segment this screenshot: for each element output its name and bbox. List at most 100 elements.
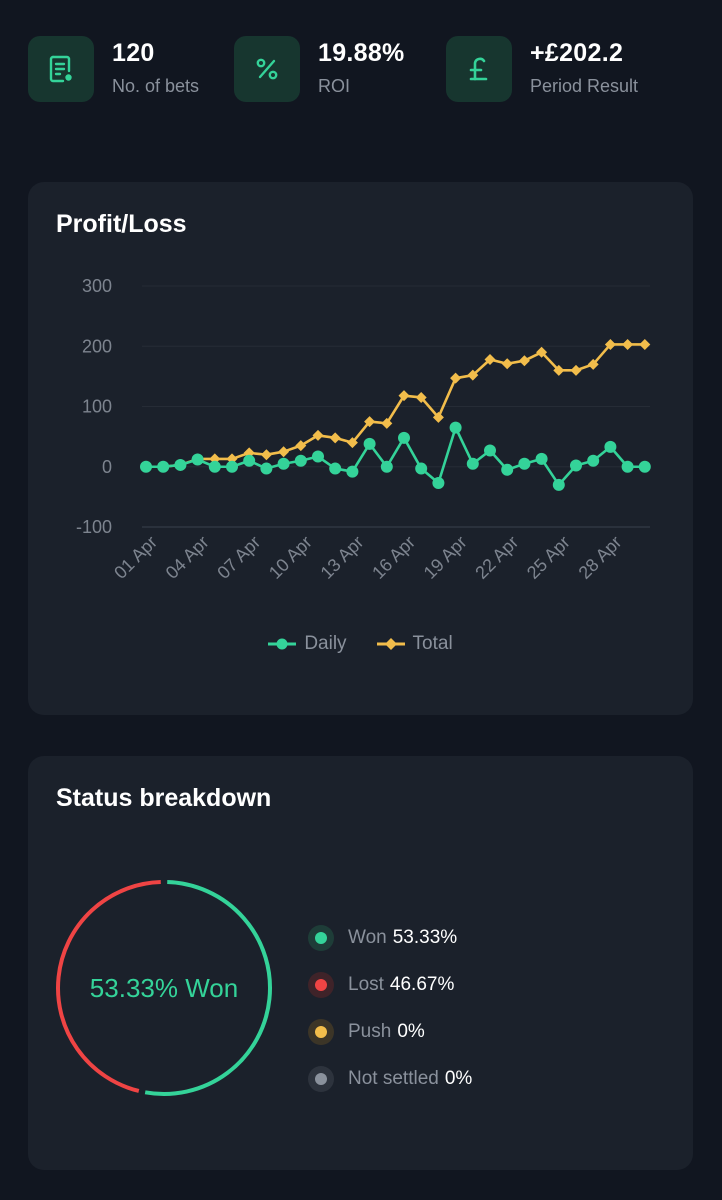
y-tick-label: 100 <box>82 397 112 417</box>
legend-total-label: Total <box>412 633 453 654</box>
series-line-daily <box>146 426 645 487</box>
daily-point <box>329 462 342 475</box>
series-line-total <box>146 343 645 469</box>
stat-bets-label: No. of bets <box>112 76 200 96</box>
stat-roi-label: ROI <box>318 76 351 96</box>
legend-daily[interactable]: Daily <box>268 629 347 659</box>
daily-point <box>243 454 256 467</box>
percent-icon <box>234 36 300 102</box>
x-tick-label: 13 Apr <box>317 532 368 583</box>
stat-roi-value: 19.88% <box>318 39 405 67</box>
total-point <box>484 354 496 366</box>
daily-point <box>535 452 548 465</box>
total-point <box>450 372 462 384</box>
x-tick-label: 16 Apr <box>368 532 419 583</box>
total-point <box>501 358 513 370</box>
stat-bets-value: 120 <box>112 39 155 67</box>
y-tick-label: 0 <box>102 457 112 477</box>
daily-point <box>363 437 376 450</box>
status-push-label: Push <box>348 1020 392 1042</box>
daily-point <box>449 421 462 434</box>
total-point <box>295 440 307 452</box>
y-tick-label: 300 <box>82 276 112 296</box>
daily-point <box>638 460 651 473</box>
daily-point <box>140 460 152 473</box>
status-lost-label: Lost <box>348 973 384 995</box>
status-legend: Won 53.33% Lost 46.67% Push 0% Not settl… <box>308 914 472 1102</box>
total-point <box>278 446 290 458</box>
total-point <box>639 338 651 350</box>
daily-point <box>191 453 204 466</box>
receipt-icon <box>28 36 94 102</box>
x-tick-label: 07 Apr <box>213 532 264 583</box>
chart-legend: Daily Total <box>28 629 693 659</box>
daily-point <box>552 478 565 491</box>
total-point <box>415 391 427 403</box>
total-point <box>432 411 444 423</box>
won-dot-icon <box>308 924 334 951</box>
total-point <box>587 358 599 370</box>
daily-point <box>587 454 600 467</box>
total-point <box>260 449 272 461</box>
profit-loss-title: Profit/Loss <box>56 210 187 238</box>
daily-point <box>621 460 634 473</box>
total-point <box>536 346 548 358</box>
total-point <box>570 364 582 376</box>
status-donut-chart: 53.33% Won <box>56 880 272 1096</box>
y-tick-label: -100 <box>76 517 112 537</box>
daily-point <box>226 460 238 473</box>
daily-point <box>380 460 393 473</box>
status-not-settled-label: Not settled <box>348 1067 439 1089</box>
status-item-push[interactable]: Push 0% <box>308 1008 472 1055</box>
x-tick-label: 22 Apr <box>471 532 522 583</box>
donut-segment-won <box>144 880 272 1096</box>
total-point <box>553 364 565 376</box>
daily-point <box>415 462 428 475</box>
total-point <box>381 417 393 429</box>
total-point <box>604 338 616 350</box>
total-point <box>398 390 410 402</box>
legend-daily-label: Daily <box>304 633 347 654</box>
donut-center-label: 53.33% Won <box>90 973 238 1003</box>
daily-point <box>312 450 324 463</box>
daily-point <box>208 460 221 473</box>
donut-segment-lost <box>56 880 161 1093</box>
daily-point <box>604 440 617 453</box>
stat-result-value: +£202.2 <box>530 39 624 67</box>
legend-total-swatch <box>376 638 405 650</box>
stats-bar: 120 No. of bets 19.88% ROI +£202.2 Perio… <box>0 0 722 140</box>
profit-loss-card: Profit/Loss 300 200 100 0 -100 01 Apr 04 Apr 07… <box>28 182 693 715</box>
total-point <box>312 429 324 441</box>
x-tick-label: 19 Apr <box>420 532 471 583</box>
daily-point <box>157 460 170 473</box>
x-tick-label: 25 Apr <box>523 532 574 583</box>
status-not-settled-pct: 0% <box>444 1067 473 1089</box>
total-point <box>329 432 341 444</box>
status-item-lost[interactable]: Lost 46.67% <box>308 961 472 1008</box>
x-tick-label: 10 Apr <box>265 532 316 583</box>
daily-point <box>484 444 496 457</box>
total-point <box>518 355 530 367</box>
x-tick-label: 28 Apr <box>575 532 626 583</box>
total-point <box>346 437 358 449</box>
y-tick-label: 200 <box>82 336 112 356</box>
daily-point <box>346 465 359 478</box>
x-tick-label: 01 Apr <box>110 532 161 583</box>
pound-icon <box>446 36 512 102</box>
status-won-label: Won <box>348 926 387 948</box>
status-won-pct: 53.33% <box>392 926 458 948</box>
status-item-won[interactable]: Won 53.33% <box>308 914 472 961</box>
total-point <box>364 416 376 428</box>
status-breakdown-title: Status breakdown <box>56 784 272 812</box>
total-point <box>467 369 479 381</box>
total-point <box>622 338 634 350</box>
legend-total[interactable]: Total <box>376 629 453 659</box>
status-lost-pct: 46.67% <box>389 973 455 995</box>
status-breakdown-card: Status breakdown 53.33% Won Won 53.33% L… <box>28 756 693 1170</box>
stat-result-label: Period Result <box>530 76 639 96</box>
daily-point <box>432 477 445 490</box>
x-tick-label: 04 Apr <box>162 532 213 583</box>
status-item-not-settled[interactable]: Not settled 0% <box>308 1055 472 1102</box>
not-settled-dot-icon <box>308 1065 334 1092</box>
